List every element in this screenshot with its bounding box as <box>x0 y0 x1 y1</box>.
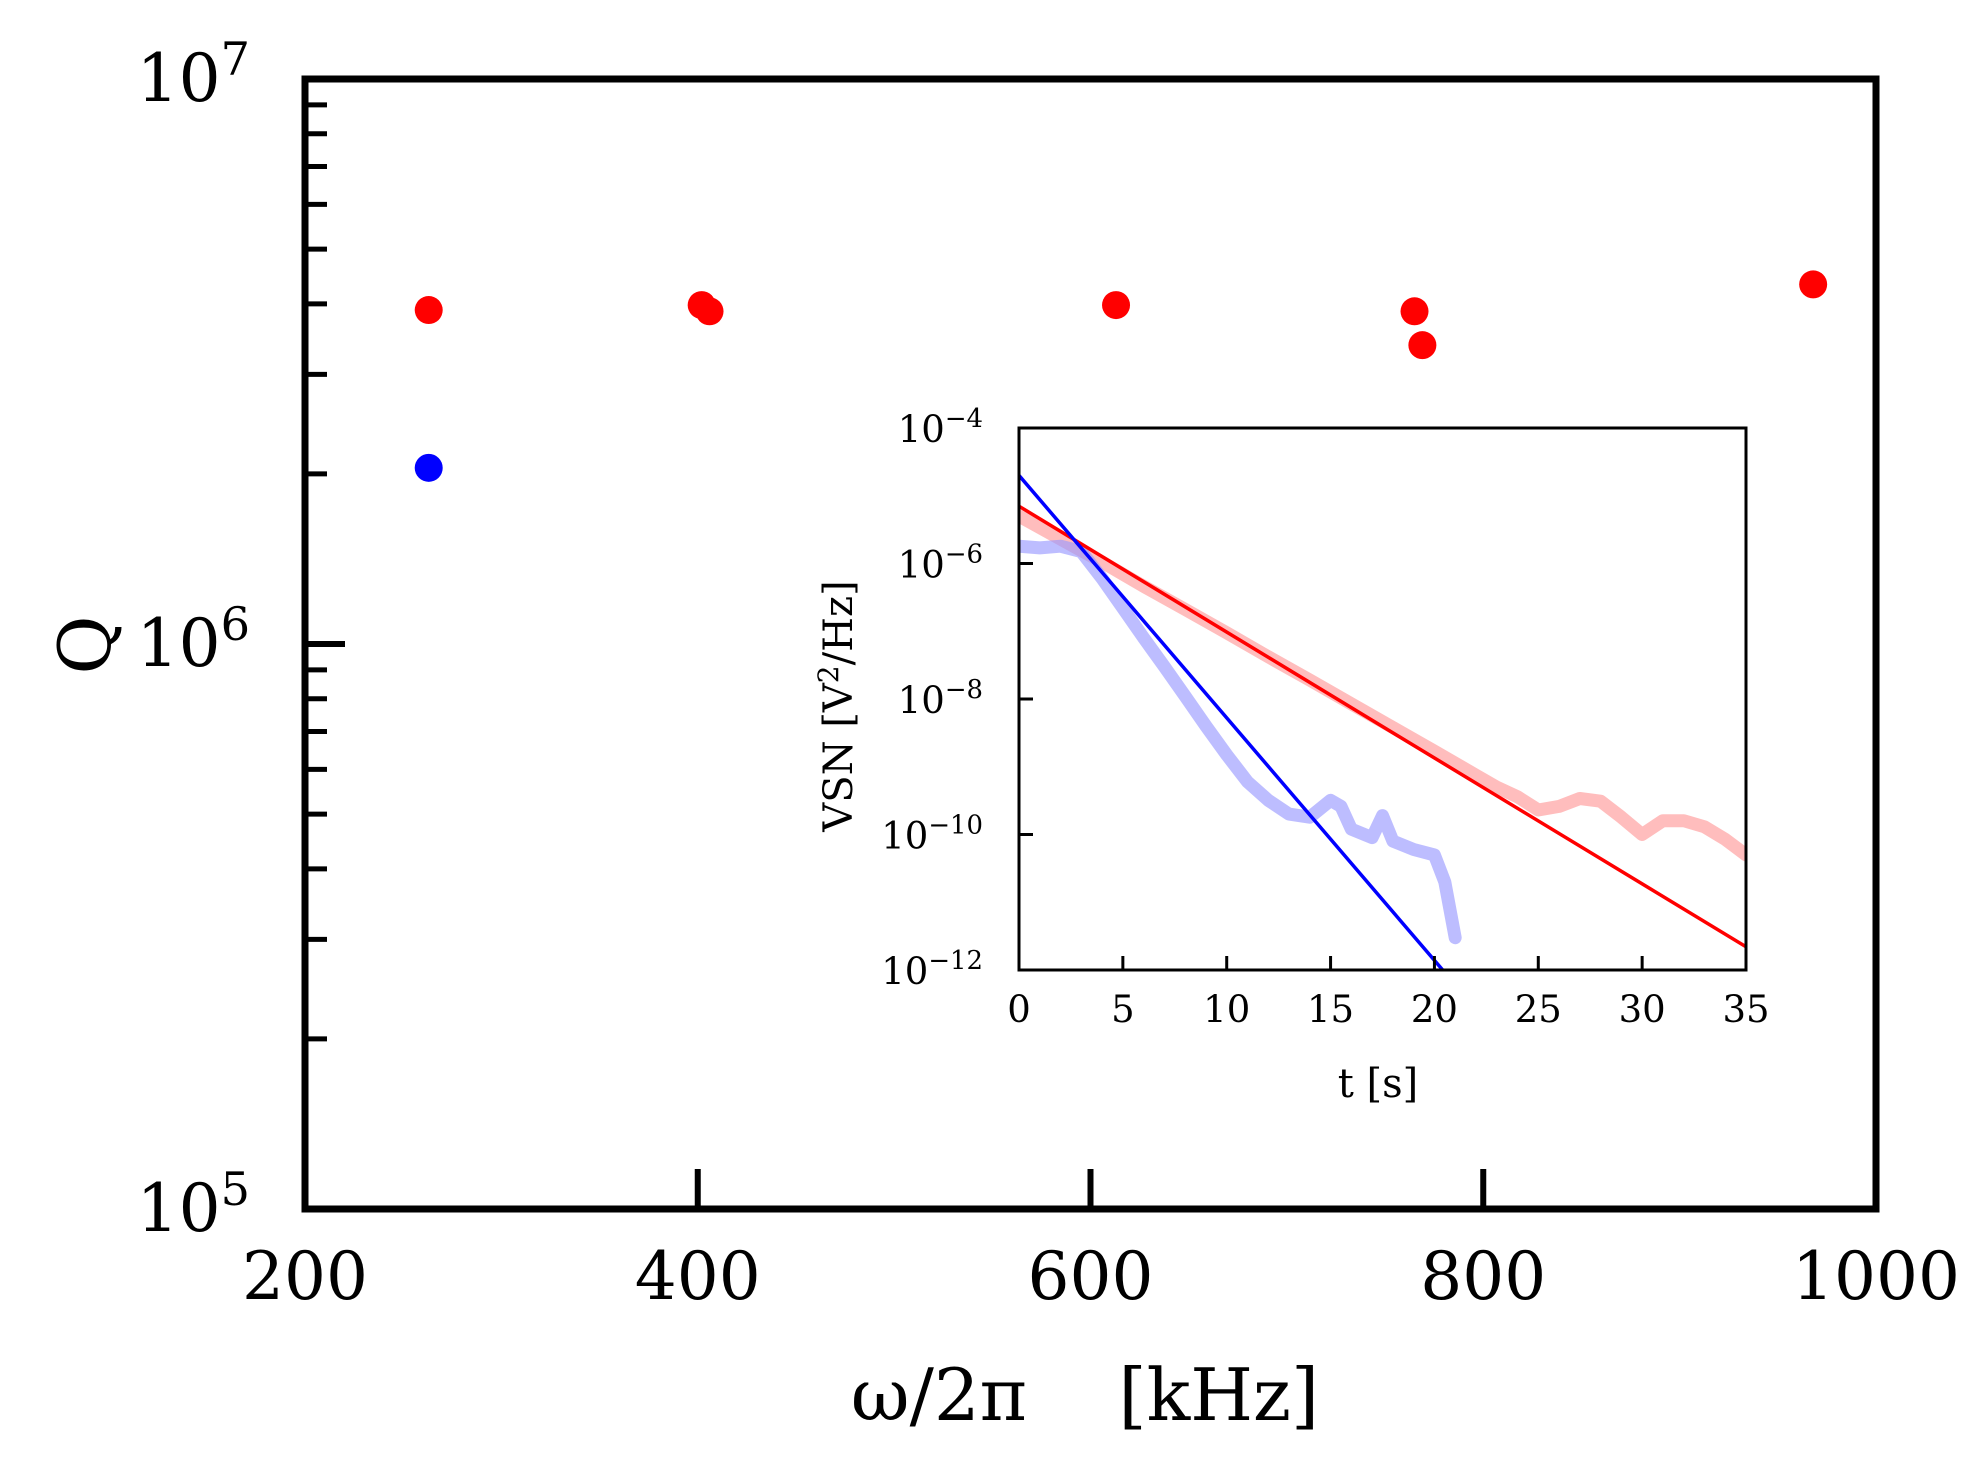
main-plot: 105 106 107 200 400 600 800 1000 ω/2π [k… <box>43 32 1960 1437</box>
main-blue-point <box>414 453 443 482</box>
inset-y-tick-label: 10−4 <box>898 404 983 451</box>
main-red-point <box>1102 291 1131 320</box>
main-red-point <box>1400 297 1429 326</box>
inset-plot-frame <box>1017 426 1748 972</box>
main-y-tick-label: 105 <box>137 1162 250 1247</box>
main-y-tick-label: 106 <box>137 597 250 682</box>
inset-y-tick-label: 10−6 <box>898 540 983 587</box>
inset-x-tick-label: 0 <box>1007 988 1031 1031</box>
inset-y-axis-label: VSN [V2/Hz] <box>812 580 862 832</box>
main-x-axis-label: ω/2π [kHz] <box>851 1353 1319 1437</box>
inset-y-tick-label: 10−8 <box>898 675 983 722</box>
inset-x-tick-label: 30 <box>1619 988 1666 1031</box>
inset-plot: 10−4 10−6 10−8 10−10 10−12 0 5 10 15 20 … <box>812 404 1770 1107</box>
inset-y-tick-label: 10−12 <box>881 946 983 993</box>
inset-blue-fit-line <box>1019 473 1445 970</box>
inset-series <box>1019 473 1746 970</box>
inset-y-tick-labels: 10−4 10−6 10−8 10−10 10−12 <box>881 404 983 993</box>
main-red-point <box>414 296 443 325</box>
inset-background <box>1019 428 1746 970</box>
inset-x-tick-labels: 0 5 10 15 20 25 30 35 <box>1007 988 1769 1031</box>
main-y-axis-label: Q <box>43 615 127 674</box>
inset-series-group <box>1019 473 1746 970</box>
inset-x-tick-label: 35 <box>1722 988 1769 1031</box>
main-red-point <box>1799 270 1828 299</box>
main-x-tick-label: 1000 <box>1792 1238 1960 1315</box>
main-x-ticks <box>302 1169 1879 1209</box>
inset-x-tick-label: 20 <box>1411 988 1458 1031</box>
main-red-point <box>1408 331 1437 360</box>
inset-x-tick-label: 15 <box>1307 988 1354 1031</box>
main-x-tick-label: 800 <box>1420 1238 1546 1315</box>
inset-y-tick-label: 10−10 <box>881 811 983 858</box>
inset-x-tick-label: 25 <box>1515 988 1562 1031</box>
inset-x-tick-label: 10 <box>1203 988 1250 1031</box>
main-y-tick-labels: 105 106 107 <box>137 32 250 1247</box>
main-x-tick-label: 600 <box>1028 1238 1154 1315</box>
main-x-tick-label: 400 <box>635 1238 761 1315</box>
main-red-point <box>695 297 724 326</box>
main-y-tick-label: 107 <box>137 32 250 117</box>
inset-x-axis-label: t [s] <box>1338 1061 1419 1107</box>
main-y-minor-ticks <box>305 102 327 1042</box>
inset-red-fit-line <box>1019 504 1746 949</box>
main-x-tick-labels: 200 400 600 800 1000 <box>242 1238 1960 1315</box>
inset-x-tick-label: 5 <box>1111 988 1135 1031</box>
inset-red-data-line <box>1019 509 1746 862</box>
main-plot-frame <box>301 75 1880 1213</box>
main-x-tick-label: 200 <box>242 1238 368 1315</box>
inset-blue-data-line <box>1019 539 1462 945</box>
main-data-points <box>414 270 1828 482</box>
